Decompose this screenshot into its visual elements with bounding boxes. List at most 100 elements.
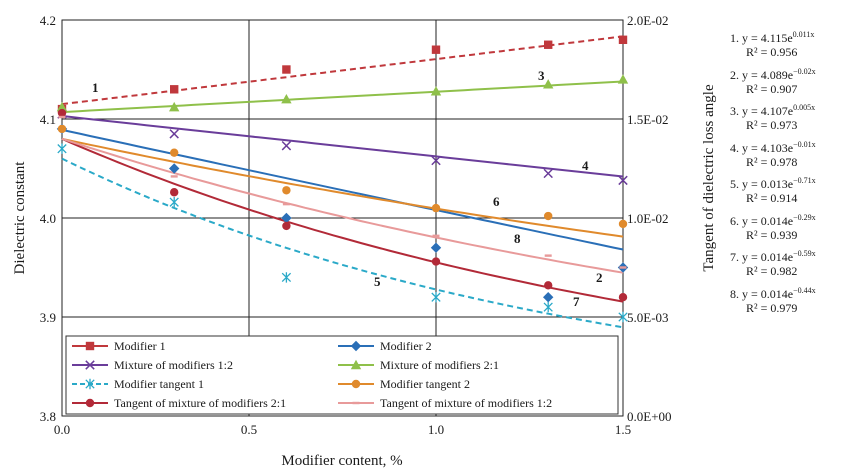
trendline (61, 35, 624, 106)
equation-exponent: −0.59x (793, 249, 816, 258)
data-point (281, 94, 292, 104)
data-point (281, 140, 292, 151)
trendline (61, 80, 624, 114)
data-markers (56, 35, 629, 323)
equation-entry: 1. y = 4.115e0.011x R² = 0.956 (730, 28, 814, 59)
legend-label: Mixture of modifiers 1:2 (114, 358, 233, 372)
data-point (430, 242, 442, 253)
y-left-tick-label: 3.9 (40, 310, 56, 325)
grid-lines (61, 19, 624, 417)
equation-r-squared: R² = 0.978 (746, 154, 798, 169)
data-point (430, 86, 442, 96)
x-tick-label: 0.0 (54, 422, 70, 437)
legend: Modifier 1 Modifier 2 Mixture of modifiers… (65, 335, 619, 415)
legend-label: Modifier 2 (380, 339, 432, 353)
equation-head: 6. y = 0.014e (730, 213, 794, 228)
data-point (282, 202, 290, 206)
equation-r-squared: R² = 0.973 (746, 118, 798, 132)
equation-entry: 5. y = 0.013e−0.71x R² = 0.914 (730, 174, 816, 205)
data-point (543, 79, 554, 89)
data-point (544, 40, 553, 49)
y-right-tick-label: 5.0E-03 (627, 310, 669, 325)
data-point (56, 101, 68, 112)
data-point (170, 85, 179, 94)
equation-entry: 4. y = 4.103e−0.01x R² = 0.978 (730, 138, 816, 169)
data-point (431, 203, 441, 213)
legend-label: Mixture of modifiers 2:1 (380, 358, 499, 372)
y-right-tick-label: 0.0E+00 (627, 409, 672, 424)
data-point (431, 155, 441, 166)
equation-formula: 5. y = 0.013e−0.71x (730, 174, 816, 191)
legend-swatch-marker (352, 401, 360, 405)
data-point (58, 115, 66, 119)
data-point (618, 175, 628, 186)
trendline (61, 115, 624, 178)
equation-r-squared: R² = 0.982 (746, 264, 798, 278)
data-point (544, 281, 553, 290)
x-tick-label: 1.5 (615, 422, 631, 437)
data-point (543, 301, 553, 313)
trendline (61, 137, 624, 274)
equation-entry: 2. y = 4.089e−0.02x R² = 0.907 (730, 65, 816, 96)
equation-exponent: −0.01x (793, 139, 816, 149)
data-point (543, 292, 554, 303)
curve-number-label: 1 (92, 80, 99, 95)
curve-number-label: 4 (582, 158, 589, 173)
data-point (618, 311, 628, 323)
y-left-tick-label: 3.8 (40, 409, 56, 424)
data-point (618, 35, 628, 44)
equation-exponent: −0.44x (793, 285, 816, 295)
equation-exponent: 0.011x (792, 30, 815, 39)
data-point (57, 108, 67, 118)
data-point (431, 292, 441, 303)
data-point (431, 45, 441, 54)
curve-number-label: 3 (538, 68, 545, 83)
equation-entry: 6. y = 0.014e−0.29x R² = 0.939 (730, 211, 816, 242)
equation-head: 7. y = 0.014e (730, 250, 794, 264)
curve-number-label: 6 (493, 194, 500, 209)
data-point (169, 129, 179, 139)
x-tick-label: 0.5 (241, 422, 257, 437)
y-right-tick-label: 1.5E-02 (627, 112, 669, 127)
x-axis-title: Modifier content, % (281, 453, 402, 469)
y-left-tick-label: 4.1 (40, 112, 56, 127)
equation-exponent: −0.02x (793, 66, 816, 76)
equation-formula: 3. y = 4.107e0.005x (730, 101, 815, 118)
y-left-tick-label: 4.2 (40, 13, 56, 28)
equation-r-squared: R² = 0.979 (746, 300, 798, 315)
equation-head: 4. y = 4.103e (730, 140, 794, 155)
data-point (57, 124, 67, 134)
data-point (544, 254, 552, 257)
data-point (169, 101, 180, 112)
curve-number-label: 7 (573, 294, 580, 309)
data-point (282, 221, 291, 231)
x-tick-label: 1.0 (428, 422, 444, 437)
data-point (281, 272, 292, 283)
data-point (618, 293, 628, 302)
data-point (282, 65, 291, 74)
trendline (61, 137, 624, 238)
legend-swatch-marker (351, 379, 361, 389)
legend-swatch-marker (85, 360, 95, 370)
legend-label: Tangent of mixture of modifiers 1:2 (380, 396, 552, 410)
equation-formula: 4. y = 4.103e−0.01x (730, 138, 816, 155)
curve-number-label: 5 (374, 274, 381, 289)
data-point (617, 74, 629, 84)
data-point (170, 148, 179, 157)
data-point (170, 188, 179, 197)
data-point (170, 175, 178, 178)
equation-r-squared: R² = 0.907 (746, 81, 798, 96)
y-right-tick-label: 2.0E-02 (627, 13, 669, 28)
axis-ticks: 0.0 0.5 1.0 1.5 3.8 3.9 4.0 4.1 4.2 0.0E+00 5.0E-0… (40, 13, 672, 437)
equation-exponent: −0.71x (793, 176, 816, 185)
legend-label: Tangent of mixture of modifiers 2:1 (114, 396, 286, 410)
equation-formula: 2. y = 4.089e−0.02x (730, 65, 816, 82)
trendline (61, 128, 624, 251)
data-point (432, 234, 440, 238)
legend-swatch-marker (85, 398, 95, 408)
curve-number-label: 2 (596, 270, 603, 285)
curve-labels: 1 2 4 3 5 6 7 8 (92, 68, 603, 309)
equation-exponent: −0.29x (793, 212, 816, 222)
legend-label: Modifier 1 (114, 339, 166, 353)
